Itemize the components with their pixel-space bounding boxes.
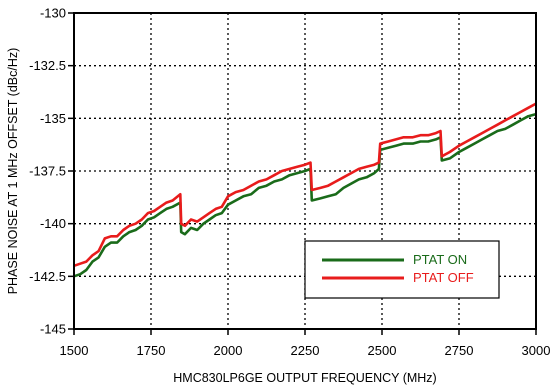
y-tick-label: -137.5	[29, 164, 66, 179]
y-axis-ticks: -130 -132.5 -135 -137.5 -140 -142.5 -145	[29, 6, 74, 337]
y-tick-label: -132.5	[29, 58, 66, 73]
x-tick-label: 2500	[368, 343, 397, 358]
x-tick-label: 2000	[214, 343, 243, 358]
y-tick-label: -140	[40, 216, 66, 231]
series-line-ptat-on	[73, 112, 537, 278]
x-tick-label: 2750	[445, 343, 474, 358]
x-tick-label: 1500	[60, 343, 89, 358]
legend-label-ptat-off: PTAT OFF	[413, 270, 474, 285]
legend-label-ptat-on: PTAT ON	[413, 252, 467, 267]
x-tick-label: 3000	[522, 343, 551, 358]
legend: PTAT ON PTAT OFF	[304, 240, 500, 299]
x-tick-label: 2250	[291, 343, 320, 358]
x-axis-ticks: 1500 1750 2000 2250 2500 2750 3000	[60, 329, 551, 358]
x-tick-label: 1750	[137, 343, 166, 358]
series-lines	[73, 102, 537, 278]
x-axis-title: HMC830LP6GE OUTPUT FREQUENCY (MHz)	[173, 371, 436, 385]
y-tick-label: -142.5	[29, 269, 66, 284]
y-axis-title: PHASE NOISE AT 1 MHz OFFSET (dBc/Hz)	[6, 48, 20, 295]
y-tick-label: -135	[40, 111, 66, 126]
series-line-ptat-off	[73, 102, 537, 268]
y-tick-label: -145	[40, 322, 66, 337]
legend-box	[304, 240, 500, 299]
y-tick-label: -130	[40, 6, 66, 21]
